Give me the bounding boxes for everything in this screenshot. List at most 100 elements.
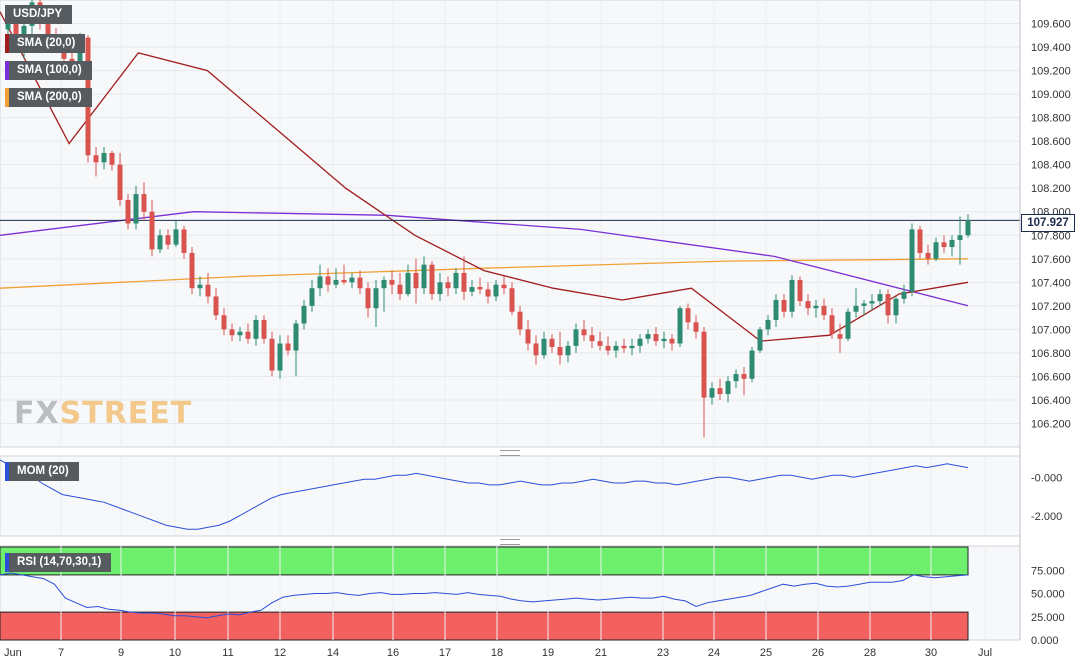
candle-body — [381, 279, 387, 289]
legend-rsi[interactable]: RSI (14,70,30,1) — [5, 553, 112, 572]
candle-body — [117, 164, 123, 200]
candle-body — [365, 288, 371, 309]
candle-body — [245, 331, 251, 339]
candle-body — [269, 338, 275, 371]
candle-body — [877, 294, 883, 302]
candle-body — [469, 287, 475, 292]
candle-body — [221, 315, 227, 330]
candle-body — [933, 242, 939, 259]
date-tick-label: 28 — [864, 647, 876, 659]
legend-sma200[interactable]: SMA (200,0) — [5, 88, 92, 107]
pane-resize-handle[interactable] — [500, 450, 520, 456]
price-pane-bg — [0, 0, 1021, 448]
candle-body — [653, 334, 659, 342]
price-tick-label: 106.600 — [1031, 371, 1071, 383]
price-tick-label: 108.600 — [1031, 136, 1071, 148]
pane-resize-handle[interactable] — [500, 539, 520, 545]
price-tick-label: 108.800 — [1031, 113, 1071, 125]
rsi-pane — [0, 545, 1021, 641]
legend-sma100[interactable]: SMA (100,0) — [5, 61, 92, 80]
candle-body — [445, 282, 451, 289]
candle-body — [821, 305, 827, 316]
candle-body — [109, 152, 115, 165]
candle-body — [901, 291, 907, 299]
candle-body — [949, 239, 955, 248]
candle-body — [581, 329, 587, 336]
rsi-overbought-band — [0, 546, 969, 576]
logo-street: STREET — [59, 396, 193, 431]
candle-body — [669, 338, 675, 344]
candle-body — [125, 199, 131, 224]
candle-body — [565, 345, 571, 356]
candle-body — [197, 284, 203, 289]
sma100-line — [0, 211, 969, 307]
candle-body — [725, 381, 731, 395]
candle-body — [741, 374, 747, 379]
candle-body — [733, 374, 739, 382]
symbol-label: USD/JPY — [13, 8, 63, 20]
candle-body — [309, 288, 315, 306]
candle-body — [509, 288, 515, 312]
candle-body — [637, 338, 643, 346]
axis-labels: 109.600 109.400 109.200 109.000 108.800 108.6… — [4, 0, 1071, 659]
candle-body — [869, 301, 875, 304]
rsi-tick-label: 25.000 — [1031, 612, 1065, 624]
candle-body — [421, 264, 427, 289]
rsi-tick-label: 75.000 — [1031, 565, 1065, 577]
price-tick-label: 109.200 — [1031, 66, 1071, 78]
candle-body — [757, 329, 763, 351]
candle-body — [853, 305, 859, 312]
candle-body — [845, 311, 851, 339]
candle-body — [925, 252, 931, 259]
candle-body — [765, 319, 771, 330]
legend-momentum[interactable]: MOM (20) — [5, 462, 79, 481]
candle-body — [413, 272, 419, 289]
candle-body — [597, 341, 603, 346]
candle-body — [717, 388, 723, 395]
candle-body — [333, 279, 339, 285]
sma100-swatch-icon — [5, 61, 9, 80]
candle-body — [557, 347, 563, 356]
price-tick-label: 106.800 — [1031, 348, 1071, 360]
date-tick-label: 24 — [708, 647, 720, 659]
candle-body — [173, 229, 179, 245]
date-tick-label: 17 — [439, 647, 451, 659]
price-tick-label: 108.400 — [1031, 160, 1071, 172]
candle-body — [541, 338, 547, 356]
candle-body — [237, 331, 243, 336]
candle-body — [229, 329, 235, 336]
candle-body — [453, 272, 459, 289]
candle-body — [405, 272, 411, 295]
candle-body — [965, 219, 971, 236]
sma200-label: SMA (200,0) — [17, 91, 82, 103]
candle-body — [629, 345, 635, 349]
candle-body — [165, 235, 171, 245]
sma20-swatch-icon — [5, 34, 9, 53]
candle-body — [941, 242, 947, 248]
candle-body — [693, 322, 699, 332]
date-tick-label: 19 — [542, 647, 554, 659]
candle-body — [141, 194, 147, 212]
price-tick-label: 108.200 — [1031, 183, 1071, 195]
candle-body — [101, 152, 107, 163]
moving-averages — [0, 11, 1020, 342]
candle-body — [477, 287, 483, 290]
candle-body — [909, 229, 915, 292]
candle-body — [485, 289, 491, 297]
sma20-label: SMA (20,0) — [17, 37, 76, 49]
candle-body — [325, 276, 331, 285]
candle-body — [605, 345, 611, 351]
candle-body — [781, 299, 787, 312]
legend-symbol[interactable]: USD/JPY — [5, 5, 73, 24]
date-tick-label: 18 — [491, 647, 503, 659]
candle-body — [189, 252, 195, 289]
rsi-swatch-icon — [5, 553, 9, 572]
legend-sma20[interactable]: SMA (20,0) — [5, 34, 86, 53]
momentum-label: MOM (20) — [17, 465, 69, 477]
candle-body — [709, 388, 715, 398]
rsi-tick-label: 50.000 — [1031, 589, 1065, 601]
candle-body — [589, 335, 595, 342]
candle-body — [397, 284, 403, 295]
candle-body — [285, 343, 291, 351]
